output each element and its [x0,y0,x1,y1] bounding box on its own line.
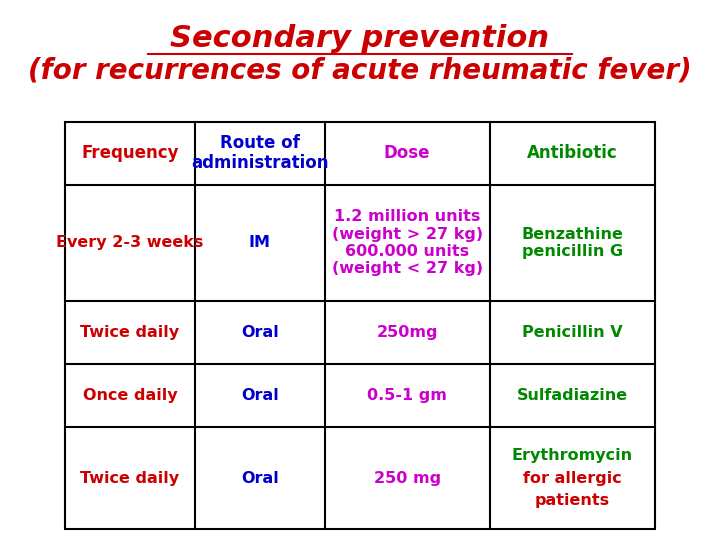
Text: Frequency: Frequency [81,144,179,162]
Text: Erythromycin: Erythromycin [512,448,633,463]
Text: Benzathine
penicillin G: Benzathine penicillin G [521,227,624,259]
Text: 250 mg: 250 mg [374,471,441,486]
Text: 1.2 million units
(weight > 27 kg)
600.000 units
(weight < 27 kg): 1.2 million units (weight > 27 kg) 600.0… [332,209,482,276]
Text: Oral: Oral [241,388,279,403]
Text: Once daily: Once daily [83,388,177,403]
Text: IM: IM [248,235,271,251]
Text: Every 2-3 weeks: Every 2-3 weeks [56,235,204,251]
Text: Dose: Dose [384,144,431,162]
Text: patients: patients [535,494,610,509]
Text: Penicillin V: Penicillin V [522,325,623,340]
Text: 0.5-1 gm: 0.5-1 gm [367,388,447,403]
Text: Route of
administration: Route of administration [191,134,328,172]
Text: 250mg: 250mg [377,325,438,340]
Text: for allergic: for allergic [523,471,621,486]
Text: Oral: Oral [241,471,279,486]
Text: Twice daily: Twice daily [81,471,179,486]
Text: Twice daily: Twice daily [81,325,179,340]
Text: Sulfadiazine: Sulfadiazine [517,388,628,403]
Text: Secondary prevention: Secondary prevention [171,24,549,53]
Text: (for recurrences of acute rheumatic fever): (for recurrences of acute rheumatic feve… [28,57,692,85]
Text: Oral: Oral [241,325,279,340]
Text: Antibiotic: Antibiotic [527,144,618,162]
